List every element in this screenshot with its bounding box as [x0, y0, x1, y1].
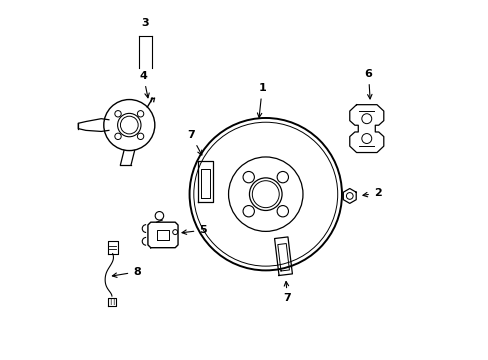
Text: 1: 1 — [257, 84, 265, 117]
Text: 6: 6 — [364, 69, 372, 99]
Text: 4: 4 — [139, 71, 149, 98]
Text: |: | — [112, 298, 114, 305]
Text: 2: 2 — [362, 188, 381, 198]
Text: 3: 3 — [141, 18, 149, 28]
Text: 8: 8 — [112, 267, 141, 278]
Text: 7: 7 — [283, 282, 291, 303]
Text: 7: 7 — [187, 130, 202, 155]
Text: 5: 5 — [182, 225, 206, 235]
Text: |: | — [109, 298, 111, 305]
